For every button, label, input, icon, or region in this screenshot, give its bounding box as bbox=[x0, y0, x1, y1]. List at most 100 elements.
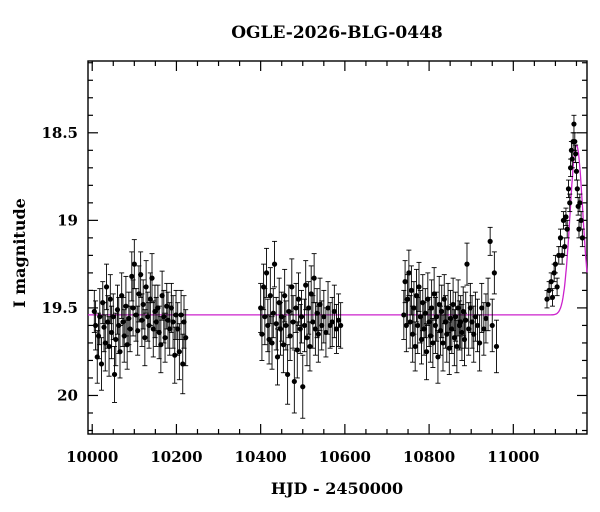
data-point bbox=[112, 372, 117, 377]
data-point bbox=[142, 335, 147, 340]
data-point bbox=[296, 297, 301, 302]
data-point bbox=[314, 311, 319, 316]
data-point bbox=[306, 305, 311, 310]
data-point bbox=[162, 335, 167, 340]
x-tick-label: 10200 bbox=[150, 448, 202, 466]
data-point bbox=[269, 340, 274, 345]
data-point bbox=[439, 309, 444, 314]
data-point bbox=[408, 319, 413, 324]
data-point bbox=[144, 284, 149, 289]
data-point bbox=[106, 344, 111, 349]
data-point bbox=[274, 321, 279, 326]
data-point bbox=[570, 156, 575, 161]
data-point bbox=[448, 316, 453, 321]
data-points bbox=[92, 115, 585, 418]
y-tick-label: 19.5 bbox=[41, 299, 78, 317]
y-axis-label: I magnitude bbox=[10, 198, 29, 308]
data-point bbox=[302, 323, 307, 328]
data-point bbox=[268, 293, 273, 298]
data-point bbox=[316, 332, 321, 337]
data-point bbox=[456, 305, 461, 310]
x-tick-label: 10000 bbox=[66, 448, 118, 466]
y-tick-label: 18.5 bbox=[41, 124, 78, 142]
x-tick-label: 10400 bbox=[235, 448, 287, 466]
data-point bbox=[289, 284, 294, 289]
data-point bbox=[440, 340, 445, 345]
data-point bbox=[101, 325, 106, 330]
data-point bbox=[562, 244, 567, 249]
y-tick-label: 19 bbox=[57, 211, 78, 229]
data-point bbox=[458, 319, 463, 324]
data-point bbox=[178, 312, 183, 317]
data-point bbox=[405, 297, 410, 302]
data-point bbox=[463, 318, 468, 323]
data-point bbox=[164, 304, 169, 309]
data-point bbox=[272, 262, 277, 267]
data-point bbox=[445, 305, 450, 310]
x-tick-label: 10600 bbox=[319, 448, 371, 466]
data-point bbox=[259, 332, 264, 337]
data-point bbox=[402, 279, 407, 284]
data-point bbox=[292, 379, 297, 384]
x-tick-label: 11000 bbox=[487, 448, 539, 466]
data-point bbox=[285, 372, 290, 377]
data-point bbox=[566, 186, 571, 191]
data-point bbox=[550, 295, 555, 300]
x-axis-label: HJD - 2450000 bbox=[271, 479, 403, 498]
y-axis: 18.5 19 19.5 20 bbox=[41, 63, 587, 431]
data-point bbox=[462, 337, 467, 342]
data-point bbox=[161, 314, 166, 319]
data-point bbox=[132, 262, 137, 267]
data-point bbox=[138, 272, 143, 277]
data-point bbox=[141, 302, 146, 307]
data-point bbox=[115, 307, 120, 312]
data-point bbox=[303, 283, 308, 288]
data-point bbox=[183, 335, 188, 340]
data-point bbox=[104, 284, 109, 289]
data-point bbox=[411, 305, 416, 310]
data-point bbox=[565, 227, 570, 232]
data-point bbox=[424, 349, 429, 354]
data-point bbox=[282, 293, 287, 298]
data-point bbox=[304, 335, 309, 340]
data-point bbox=[577, 200, 582, 205]
model-curve bbox=[88, 145, 587, 315]
data-point bbox=[433, 323, 438, 328]
data-point bbox=[135, 328, 140, 333]
data-point bbox=[450, 302, 455, 307]
data-point bbox=[338, 323, 343, 328]
data-point bbox=[300, 384, 305, 389]
data-point bbox=[111, 314, 116, 319]
data-point bbox=[563, 214, 568, 219]
data-point bbox=[579, 218, 584, 223]
data-point bbox=[108, 297, 113, 302]
data-point bbox=[429, 305, 434, 310]
x-tick-label: 10800 bbox=[403, 448, 455, 466]
data-point bbox=[126, 316, 131, 321]
data-point bbox=[295, 347, 300, 352]
data-point bbox=[401, 312, 406, 317]
data-point bbox=[426, 319, 431, 324]
data-point bbox=[145, 314, 150, 319]
data-point bbox=[574, 169, 579, 174]
data-point bbox=[93, 323, 98, 328]
data-point bbox=[413, 344, 418, 349]
data-point bbox=[423, 311, 428, 316]
data-point bbox=[453, 314, 458, 319]
data-point bbox=[580, 235, 585, 240]
data-point bbox=[573, 151, 578, 156]
data-point bbox=[130, 305, 135, 310]
data-point bbox=[149, 276, 154, 281]
data-point bbox=[464, 262, 469, 267]
chart-title: OGLE-2026-BLG-0448 bbox=[231, 23, 443, 43]
data-point bbox=[494, 344, 499, 349]
data-point bbox=[271, 311, 276, 316]
data-point bbox=[264, 270, 269, 275]
data-point bbox=[421, 326, 426, 331]
data-point bbox=[293, 305, 298, 310]
data-point bbox=[490, 323, 495, 328]
data-point bbox=[438, 328, 443, 333]
data-point bbox=[571, 121, 576, 126]
data-point bbox=[459, 330, 464, 335]
